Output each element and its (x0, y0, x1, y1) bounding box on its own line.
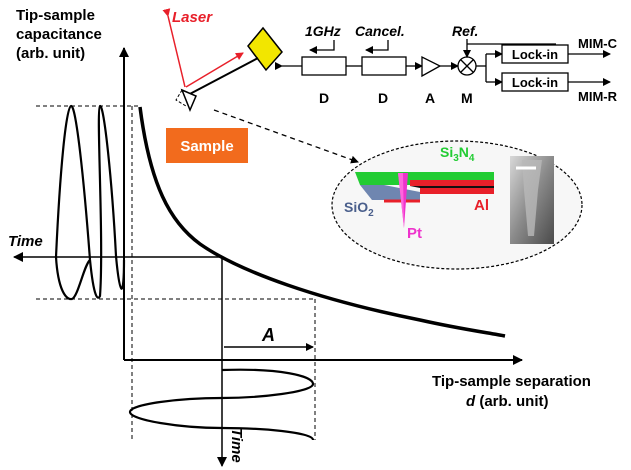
svg-text:Pt: Pt (407, 225, 422, 242)
inset-pointer (213, 109, 359, 164)
x-axis-label-line2: d (arb. unit) (466, 393, 549, 410)
amplitude-label: A (261, 325, 275, 345)
cantilever (185, 57, 259, 97)
tip-dashed-outline (175, 89, 187, 107)
svg-text:D: D (378, 90, 388, 106)
time-label-bottom: Time (228, 428, 245, 463)
svg-text:M: M (461, 90, 473, 106)
svg-text:Al: Al (474, 197, 489, 214)
tip-probe (180, 88, 197, 112)
guide-lines (36, 105, 316, 440)
svg-text:A: A (425, 90, 435, 106)
al-layer-top (410, 180, 494, 186)
cantilever-chip (247, 26, 283, 72)
amplifier (421, 55, 442, 78)
laser-label: Laser (172, 9, 213, 26)
svg-text:Lock-in: Lock-in (512, 47, 558, 62)
gap (410, 186, 494, 188)
svg-text:D: D (319, 90, 329, 106)
svg-text:Si3N4: Si3N4 (440, 144, 475, 164)
circuit-labels: 1GHz Cancel. Ref. D D A M Lock-in Lock-i… (305, 23, 618, 106)
svg-text:MIM-C: MIM-C (578, 36, 618, 51)
svg-text:MIM-R: MIM-R (578, 89, 618, 104)
sample-label: Sample (180, 138, 233, 155)
svg-text:Lock-in: Lock-in (512, 75, 558, 90)
sample-box (166, 128, 248, 163)
x-axis-label-line1: Tip-sample separation (432, 373, 591, 390)
pt-tip-hi (398, 173, 404, 228)
svg-text:Cancel.: Cancel. (355, 23, 405, 39)
tip-cross-section-inset: Si3N4 SiO2 Al Pt (331, 140, 583, 270)
directional-coupler-2 (361, 56, 407, 76)
svg-text:SiO2: SiO2 (344, 199, 374, 219)
capacitance-curve (138, 106, 506, 338)
svg-text:Ref.: Ref. (452, 23, 478, 39)
capacitance-oscillation (54, 104, 126, 299)
y-axis-label: Tip-sample capacitance (arb. unit) (16, 7, 106, 62)
circuit (275, 39, 611, 92)
time-label-left: Time (8, 233, 43, 250)
svg-text:1GHz: 1GHz (305, 23, 341, 39)
al-layer-mid (420, 188, 494, 194)
laser-beam: Laser (162, 8, 244, 88)
tip-oscillation (128, 368, 315, 441)
directional-coupler-1 (301, 56, 347, 76)
